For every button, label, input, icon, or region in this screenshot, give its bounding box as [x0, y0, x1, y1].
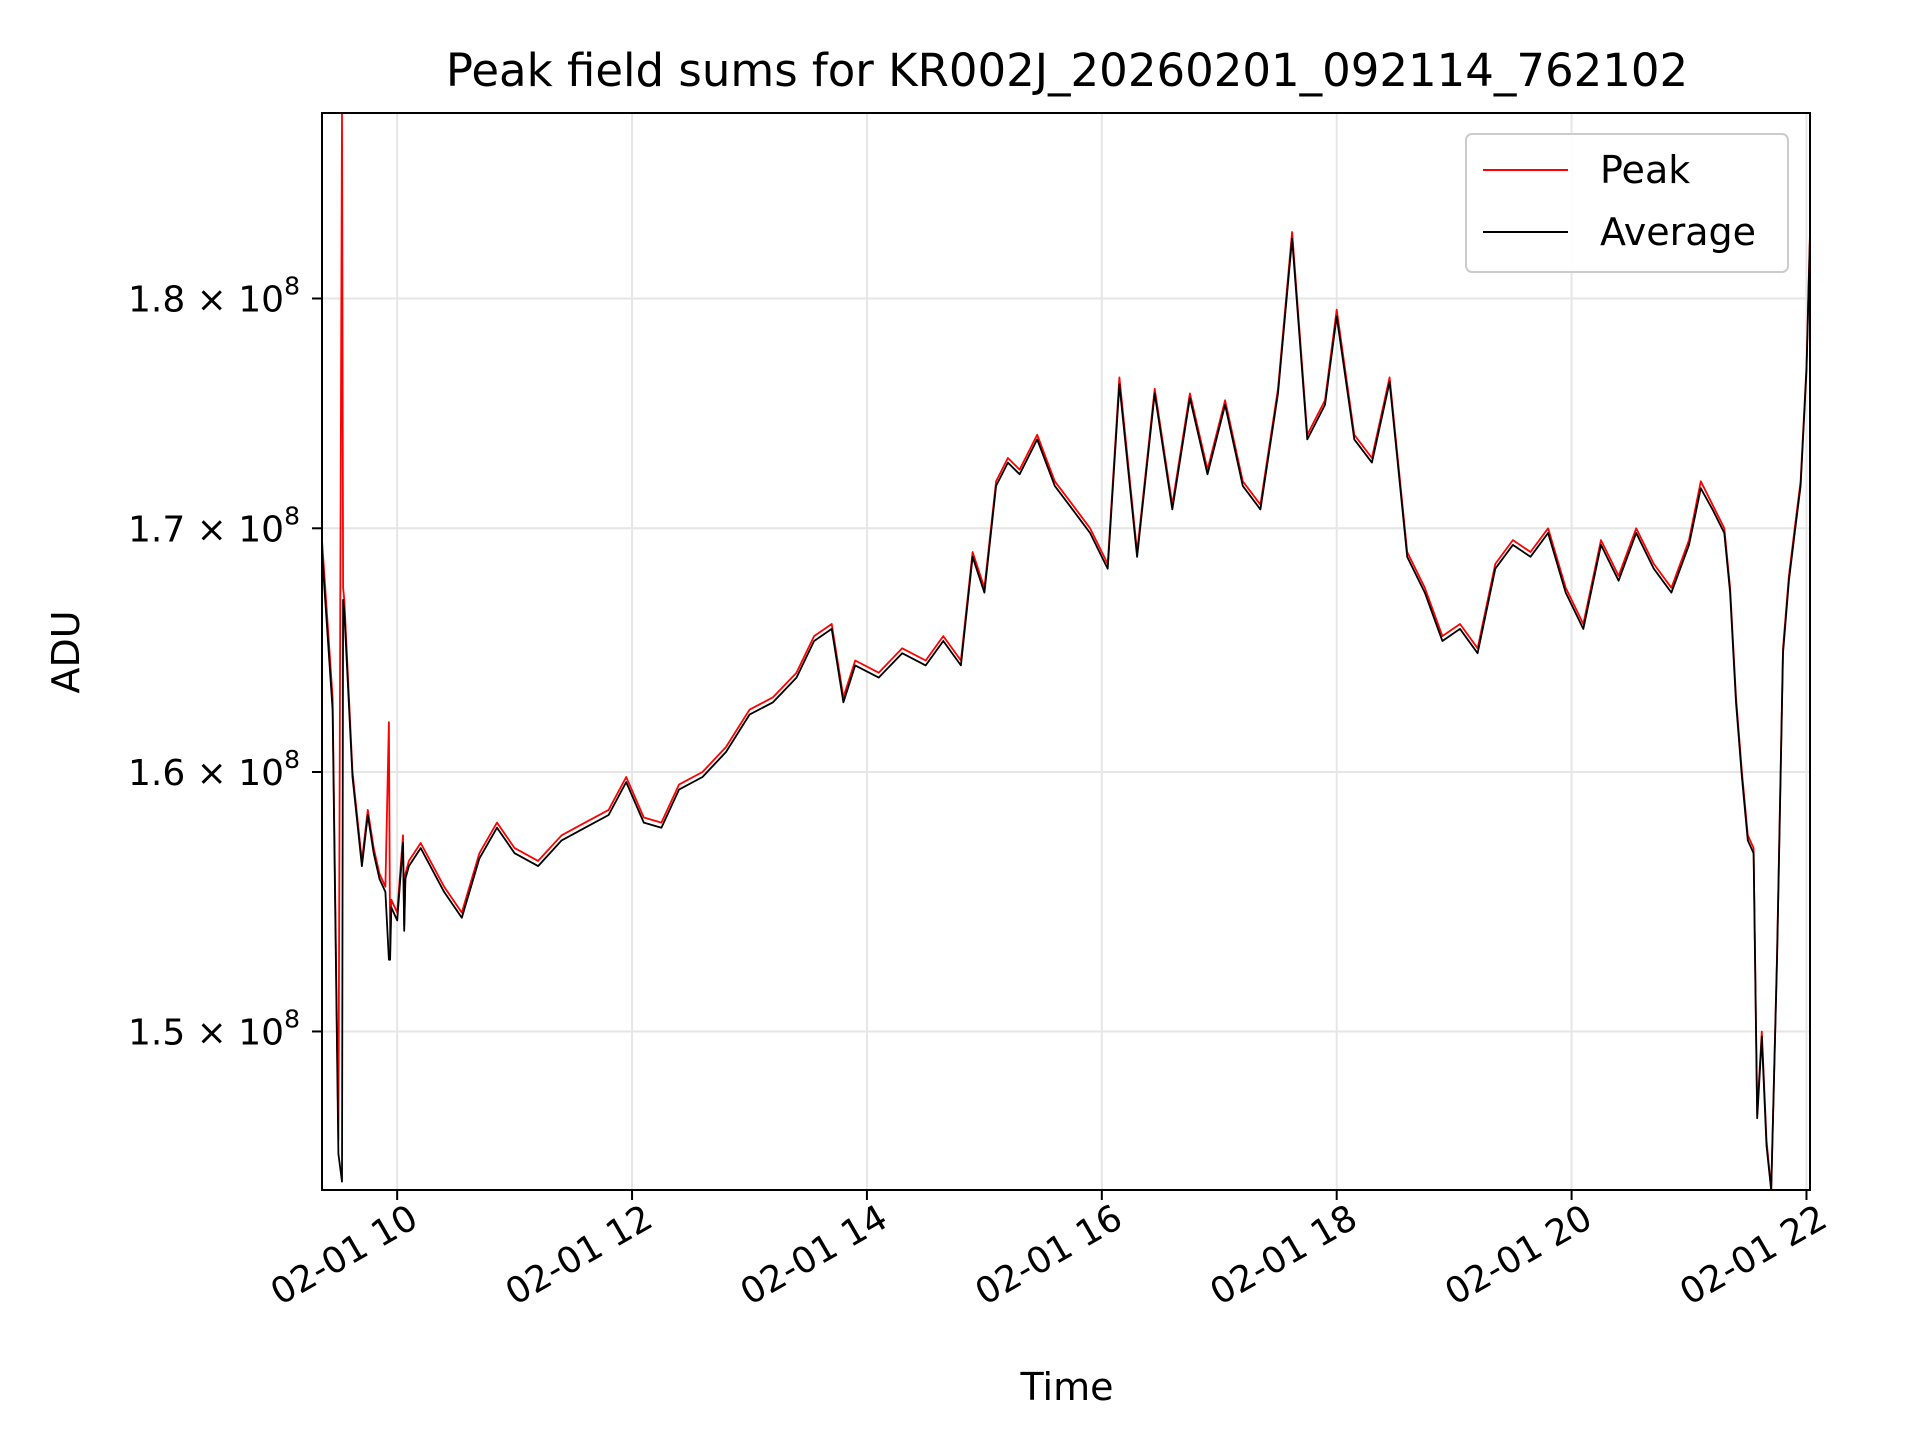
series-lines	[321, 112, 1811, 1191]
y-tick-label: 1.5 × 108	[128, 1004, 300, 1053]
y-tick-label: 1.8 × 108	[128, 271, 300, 320]
legend-box	[1465, 133, 1789, 273]
series-line-average	[321, 236, 1811, 1191]
legend: Peak Average	[1465, 133, 1789, 273]
plot-frame	[321, 112, 1811, 1191]
y-tick-label: 1.7 × 108	[128, 501, 300, 550]
legend-label-average: Average	[1600, 210, 1756, 254]
chart-title: Peak field sums for KR002J_20260201_0921…	[446, 44, 1688, 97]
y-axis-label: ADU	[44, 610, 88, 693]
series-line-peak	[321, 112, 1811, 1191]
x-axis-label: Time	[1020, 1365, 1114, 1409]
grid	[322, 113, 1810, 1190]
y-axis-ticks: 1.5 × 108 1.6 × 108 1.7 × 108 1.8 × 108	[128, 271, 322, 1053]
legend-label-peak: Peak	[1600, 148, 1690, 192]
y-tick-label: 1.6 × 108	[128, 745, 300, 794]
